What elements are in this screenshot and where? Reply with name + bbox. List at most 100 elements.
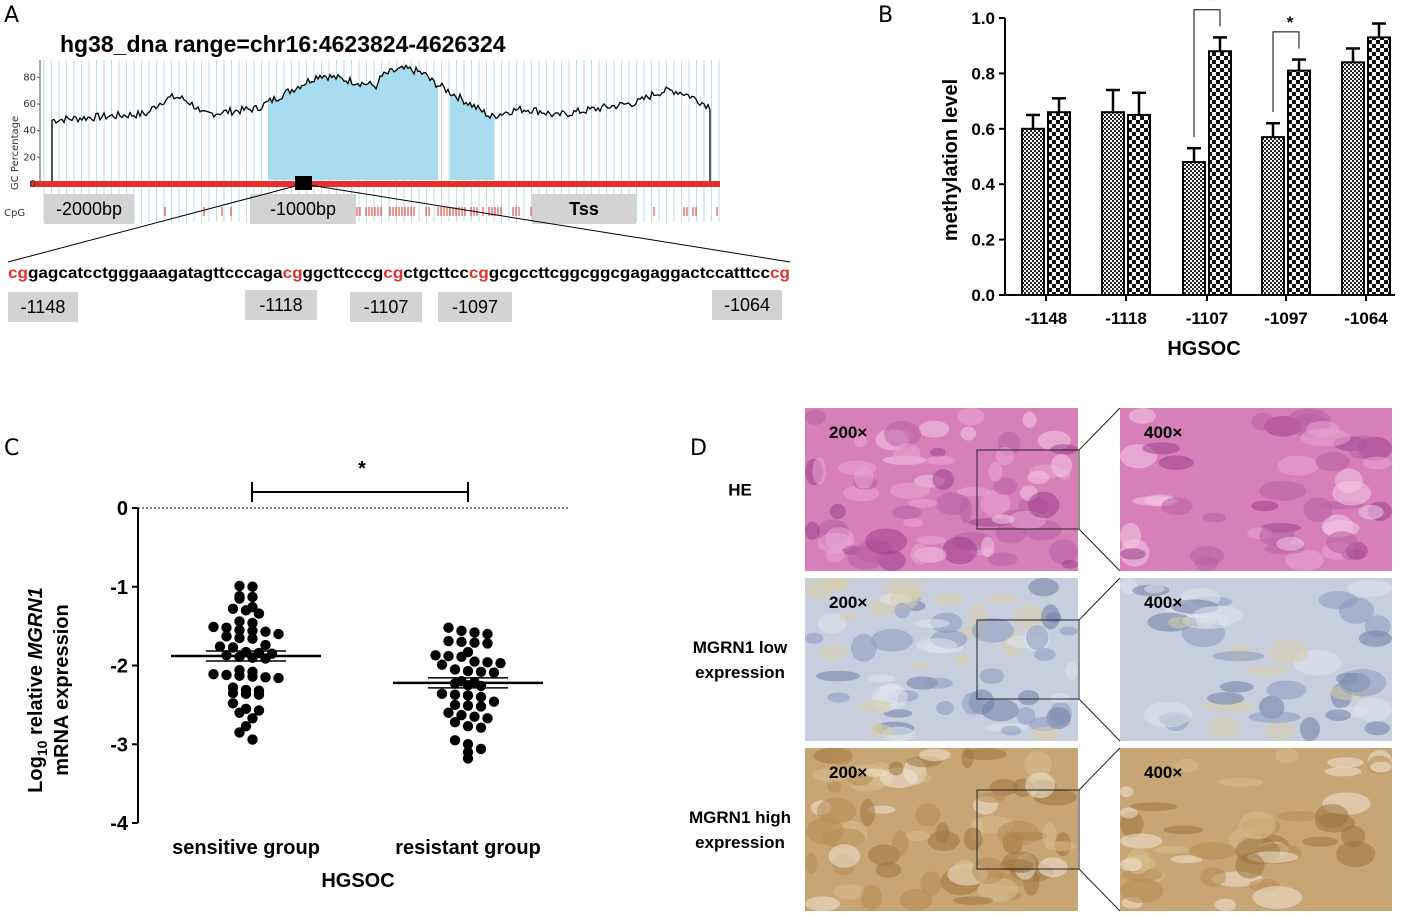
tissue-texture <box>980 489 1011 517</box>
tissue-texture <box>805 521 820 540</box>
tissue-texture <box>1322 520 1360 537</box>
data-point <box>234 616 245 627</box>
tissue-texture <box>910 543 930 565</box>
tissue-texture <box>942 536 978 565</box>
tissue-texture <box>961 748 974 769</box>
gc-tick-label: 60 <box>23 99 36 110</box>
tissue-texture <box>918 748 951 762</box>
data-point <box>456 709 467 721</box>
tissue-texture <box>1347 579 1393 597</box>
tissue-texture <box>1065 662 1078 680</box>
tissue-texture <box>879 767 918 789</box>
tissue-texture <box>1364 721 1390 736</box>
sequence-segment: ctgcttcc <box>403 265 469 282</box>
tissue-texture <box>1326 531 1358 554</box>
tissue-texture <box>961 692 985 715</box>
tissue-texture <box>1025 772 1056 799</box>
panel-b-ylabel: methylation level <box>940 79 962 241</box>
gc-tick-label: 0 <box>30 179 36 190</box>
row-label: HE <box>728 481 752 500</box>
tissue-texture <box>805 409 826 425</box>
tissue-texture <box>1266 680 1307 700</box>
x-tick-label: -1107 <box>1186 309 1229 328</box>
tissue-texture <box>884 420 922 448</box>
zoom-line-right <box>302 183 791 263</box>
tissue-texture <box>881 868 895 878</box>
data-point <box>273 628 284 640</box>
data-point <box>260 639 271 651</box>
tissue-texture <box>1370 761 1393 773</box>
tissue-texture <box>870 628 914 652</box>
tissue-texture <box>807 588 833 600</box>
bar <box>1127 113 1151 296</box>
data-point <box>456 625 467 637</box>
tissue-texture <box>842 485 880 502</box>
zoom-line <box>1078 698 1121 742</box>
magnification-label: 200× <box>829 593 867 612</box>
cpg-site-box <box>245 290 317 320</box>
y-tick-label: -3 <box>110 734 128 756</box>
tissue-texture <box>1120 833 1163 849</box>
tissue-texture <box>870 721 883 735</box>
tissue-texture <box>915 535 947 545</box>
x-tick-label: -1148 <box>1025 309 1068 328</box>
data-point <box>234 593 245 604</box>
tissue-texture <box>987 552 1018 567</box>
tissue-texture <box>977 792 1005 803</box>
zoom-box <box>976 789 1080 870</box>
tissue-texture <box>854 434 868 448</box>
tissue-texture <box>1206 715 1242 738</box>
data-point <box>234 727 245 738</box>
data-point <box>234 632 245 644</box>
tissue-texture <box>1030 727 1062 742</box>
y-tick-label: 0 <box>117 498 128 520</box>
data-point <box>488 667 500 678</box>
tissue-texture <box>935 701 955 716</box>
tissue-texture <box>930 447 946 458</box>
tissue-texture <box>995 447 1015 466</box>
tissue-texture <box>1265 720 1296 741</box>
tissue-texture <box>1277 811 1322 822</box>
tissue-texture <box>911 660 929 670</box>
tissue-texture <box>1120 807 1138 819</box>
tissue-texture <box>894 602 910 619</box>
bar <box>1021 127 1045 296</box>
tissue-texture <box>1325 709 1352 721</box>
data-point <box>240 688 252 700</box>
tissue-texture <box>866 674 896 683</box>
tissue-texture <box>926 455 956 466</box>
tissue-texture <box>905 830 931 842</box>
data-point <box>247 671 258 682</box>
tissue-texture <box>920 871 942 896</box>
data-point <box>234 624 245 636</box>
sequence-segment: gagcatcctgggaaagatagttcccaga <box>28 265 283 282</box>
significance-mark: ** <box>1204 0 1218 10</box>
cpg-site-labels: -1148 -1118 -1107 -1097 -1064 <box>8 290 782 322</box>
cpg-site-label: -1107 <box>364 297 409 317</box>
tissue-texture <box>892 442 921 465</box>
x-tick-label: -1097 <box>1264 309 1307 328</box>
data-point <box>443 650 454 662</box>
zoom-line <box>1078 528 1121 572</box>
tissue-texture <box>1285 549 1325 571</box>
data-point <box>273 672 284 684</box>
tissue-texture <box>932 593 964 605</box>
tissue-texture <box>1305 420 1340 437</box>
tissue-texture <box>1276 536 1305 551</box>
tissue-texture <box>1302 836 1339 847</box>
data-point <box>456 636 467 648</box>
y-tick-label: 0.8 <box>971 64 995 83</box>
data-point <box>436 659 448 670</box>
tissue-texture <box>997 820 1040 847</box>
data-point <box>482 657 493 668</box>
tissue-texture <box>889 482 930 499</box>
tissue-texture <box>1034 648 1056 661</box>
marker-label: -1000bp <box>270 199 336 219</box>
panel-a-label: A <box>4 3 19 28</box>
tissue-texture <box>1158 455 1194 470</box>
data-point <box>260 626 271 637</box>
zoom-line <box>1078 407 1121 451</box>
data-point <box>475 743 487 755</box>
data-point <box>430 650 441 661</box>
